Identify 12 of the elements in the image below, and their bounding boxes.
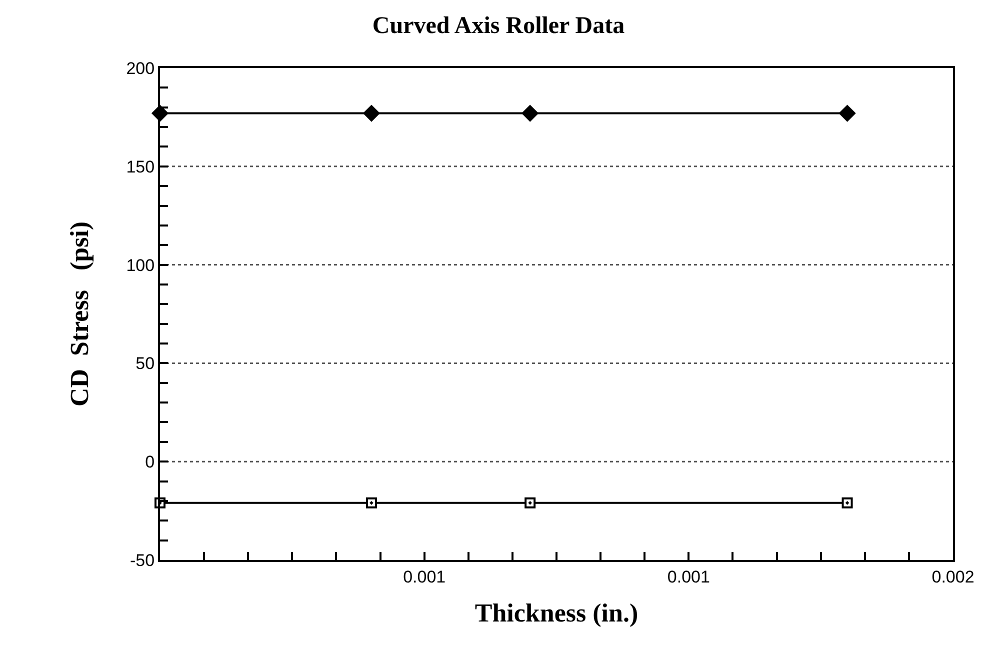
y-tick-label: 50: [136, 354, 155, 374]
chart-title: Curved Axis Roller Data: [372, 13, 625, 40]
x-tick-label: 0.002: [932, 567, 974, 586]
y-tick-label: 150: [126, 157, 155, 176]
y-tick-label: 100: [126, 256, 155, 275]
x-tick-label: 0.001: [403, 567, 446, 586]
y-tick-label: 200: [126, 58, 155, 78]
x-axis-title: Thickness (in.): [474, 598, 638, 628]
y-tick-label: 0: [145, 452, 155, 472]
y-tick-label: -50: [130, 550, 155, 570]
y-axis-title: CD Stress (psi): [65, 221, 94, 407]
x-tick-label: 0.001: [667, 567, 710, 586]
